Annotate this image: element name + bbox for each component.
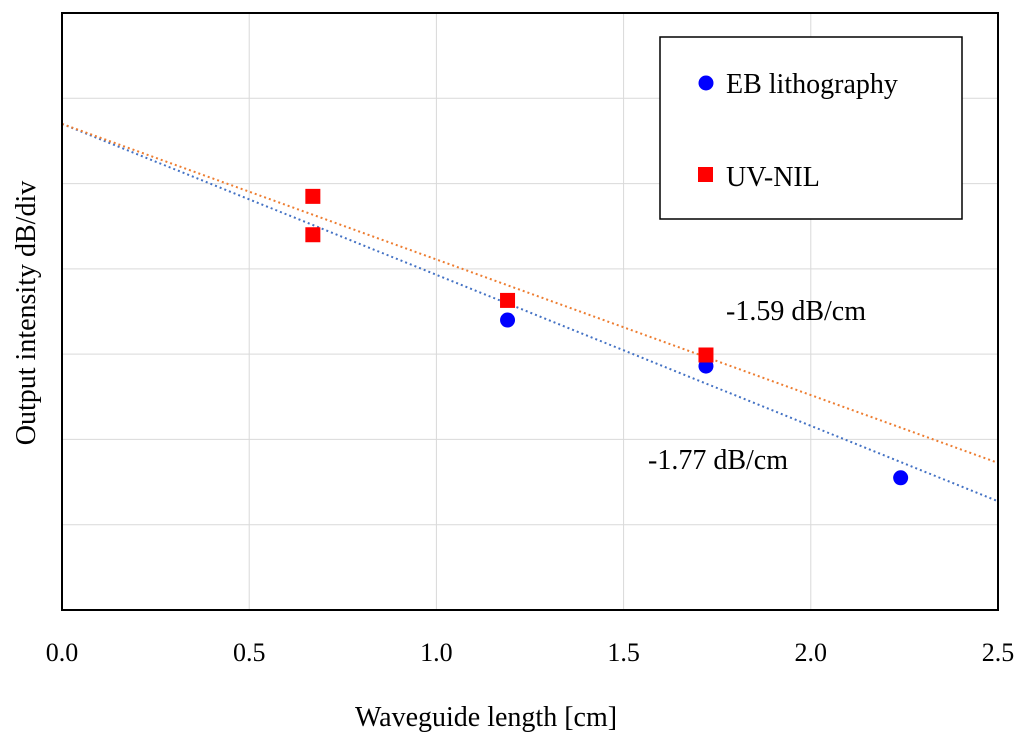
x-tick-label: 1.5 (607, 638, 640, 667)
data-point (698, 347, 714, 363)
legend-marker-eb (698, 75, 714, 91)
data-point (500, 312, 516, 328)
legend-label-uvnil: UV-NIL (726, 162, 820, 193)
trendlines (61, 122, 999, 503)
data-points (305, 188, 909, 486)
data-point (500, 292, 516, 308)
x-tick-label: 2.0 (795, 638, 828, 667)
legend-box (659, 36, 963, 220)
x-tick-label: 0.0 (46, 638, 79, 667)
annotation-eb-slope: -1.77 dB/cm (648, 445, 788, 476)
y-axis-title: Output intensity dB/div (11, 181, 42, 445)
x-tick-label: 2.5 (982, 638, 1015, 667)
plot-frame (61, 12, 999, 611)
x-tick-label: 0.5 (233, 638, 266, 667)
data-point (305, 227, 321, 243)
x-tick-labels: 0.0 0.5 1.0 1.5 2.0 2.5 (46, 638, 1015, 667)
data-point (305, 188, 321, 204)
annotation-uvnil-slope: -1.59 dB/cm (726, 296, 866, 327)
trendline (61, 122, 999, 503)
data-point (893, 470, 909, 486)
x-axis-title: Waveguide length [cm] (355, 702, 617, 733)
legend-label-eb: EB lithography (726, 69, 898, 100)
x-tick-label: 1.0 (420, 638, 453, 667)
legend-marker-uvnil (698, 167, 713, 182)
legend: EB lithography UV-NIL (659, 36, 963, 220)
trendline (61, 122, 999, 464)
